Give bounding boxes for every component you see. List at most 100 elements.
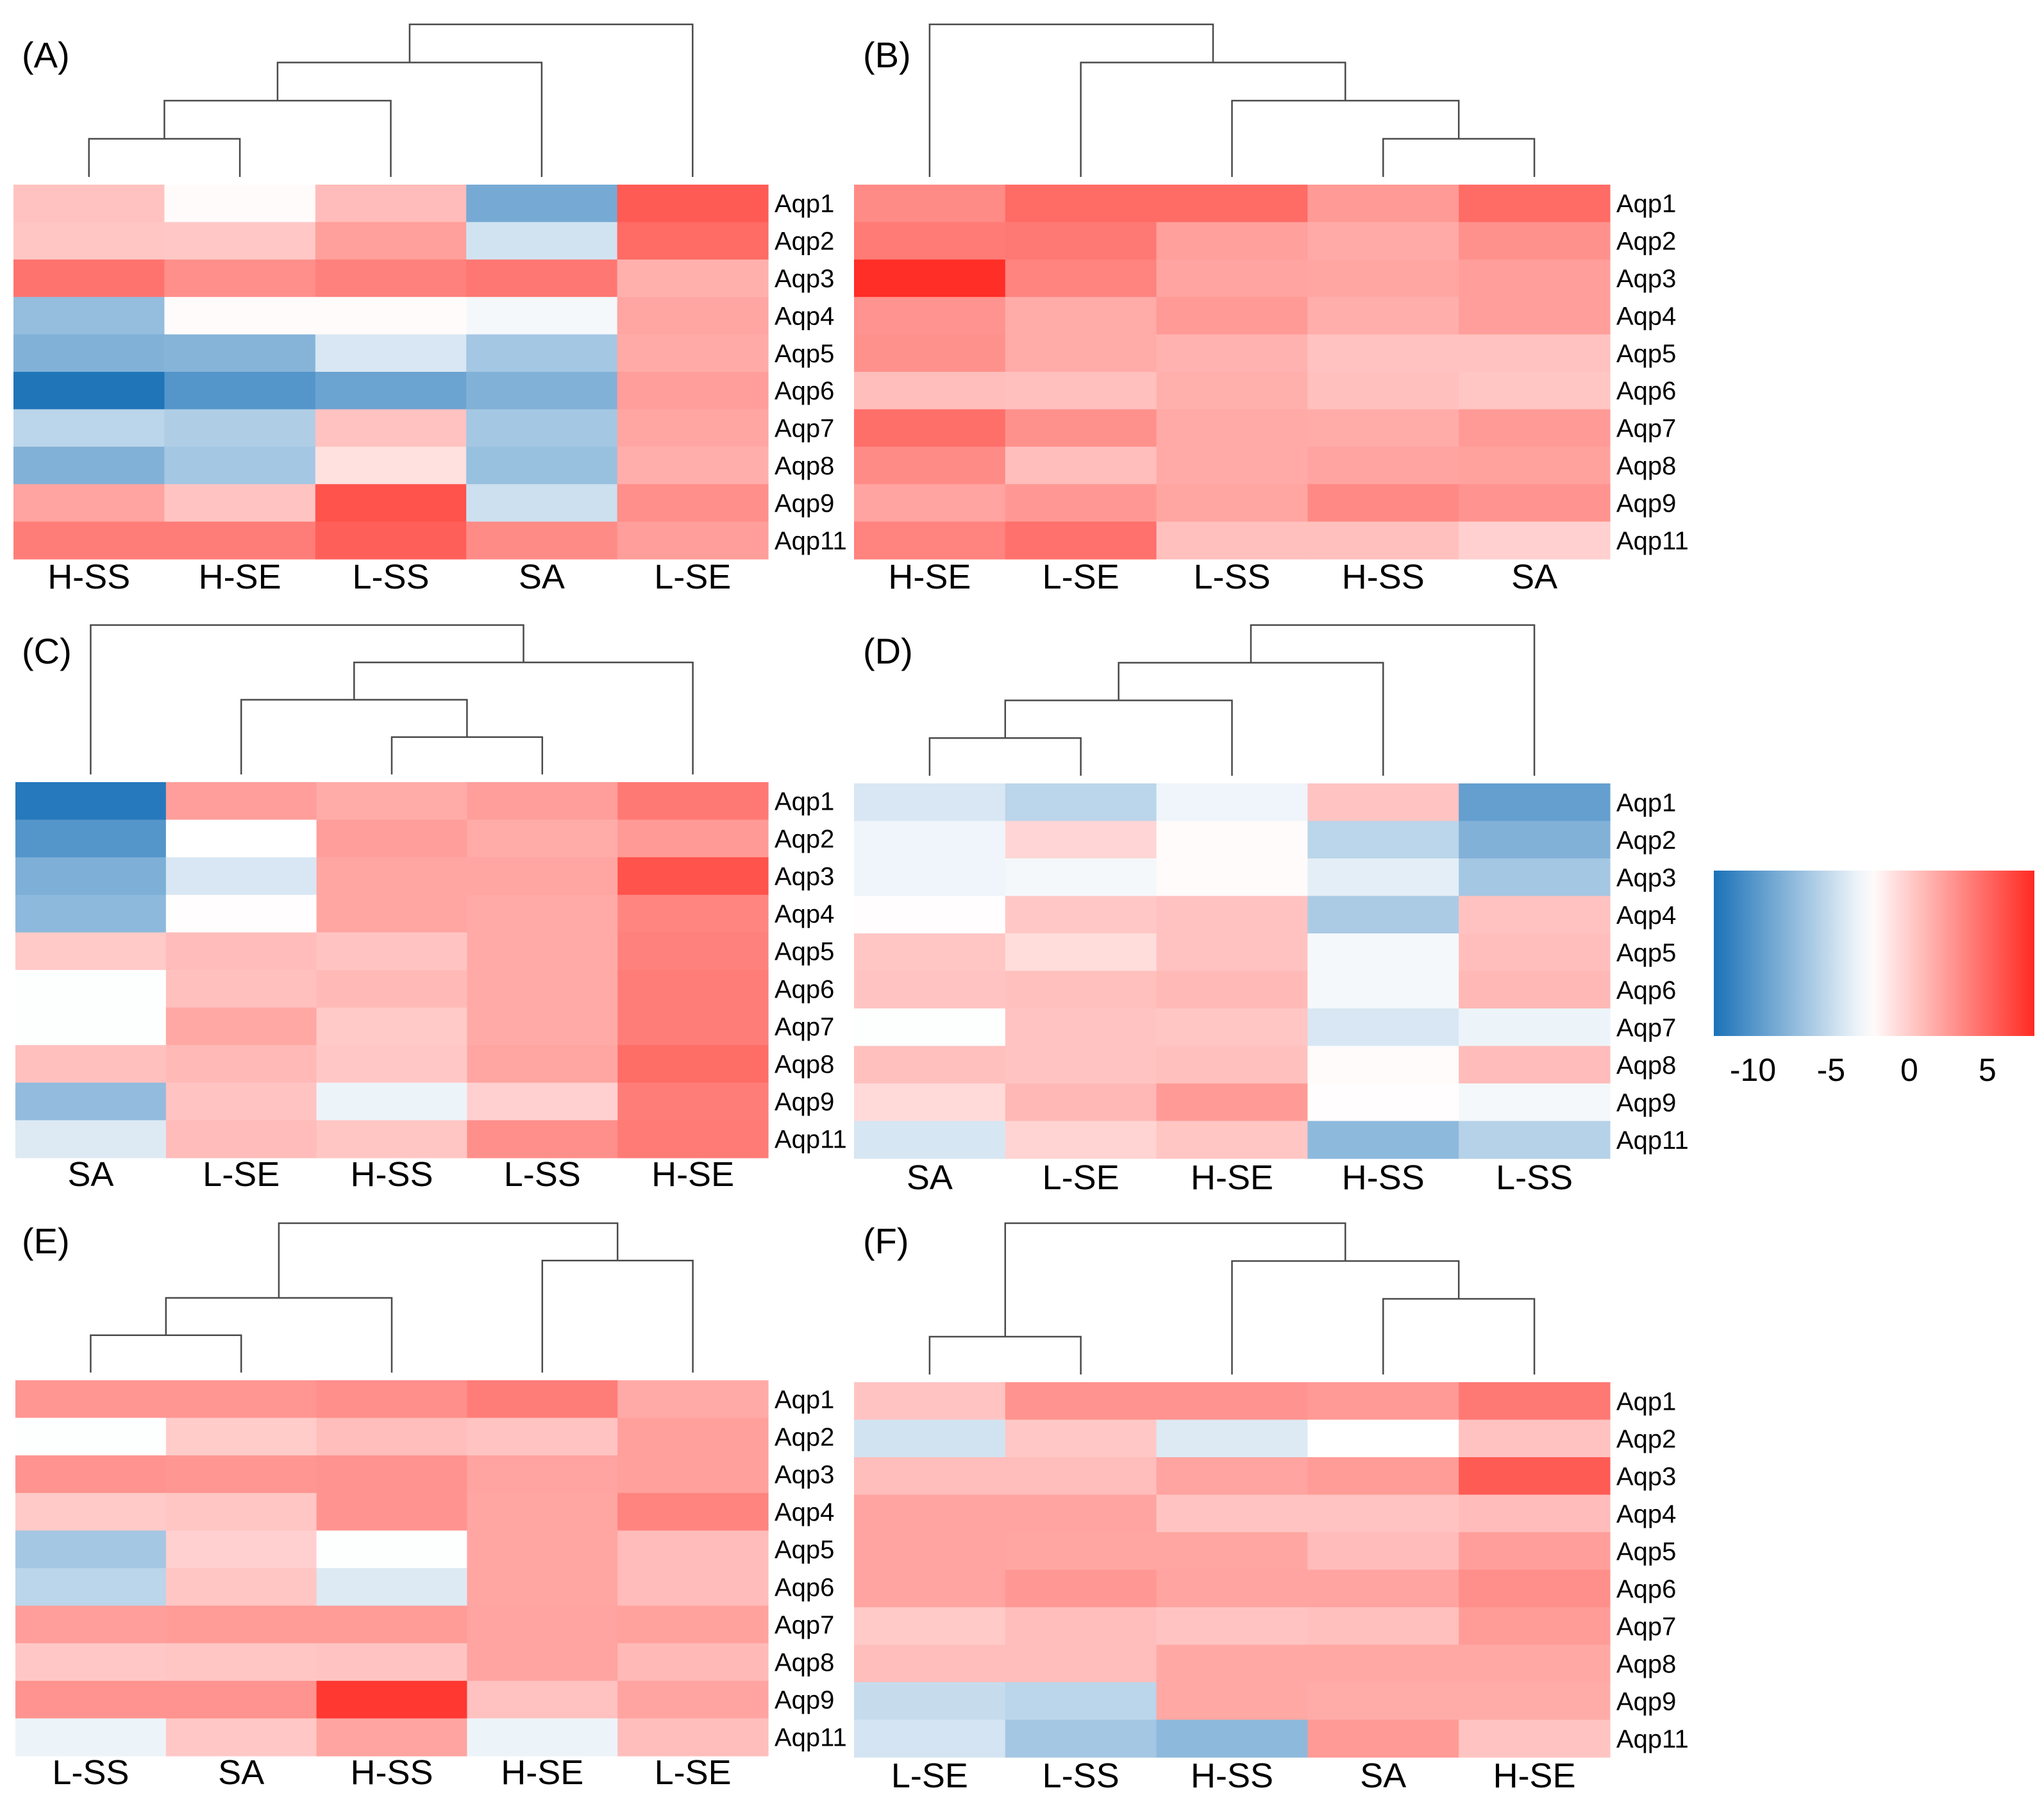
heatmap-cell bbox=[617, 521, 769, 560]
row-label: Aqp9 bbox=[1616, 1687, 1676, 1716]
heatmap-cell bbox=[316, 1082, 467, 1121]
panel-label: (B) bbox=[863, 35, 911, 75]
dendrogram-branch bbox=[1382, 1298, 1536, 1374]
heatmap-cell bbox=[854, 1719, 1006, 1758]
heatmap-cell bbox=[1156, 1121, 1308, 1159]
heatmap-cell bbox=[467, 1718, 618, 1757]
heatmap-cell bbox=[1156, 1008, 1308, 1047]
row-label: Aqp2 bbox=[1616, 1425, 1676, 1453]
heatmap-cell bbox=[854, 1382, 1006, 1421]
heatmap-cell bbox=[316, 1007, 467, 1046]
heatmap-cell bbox=[854, 409, 1006, 447]
heatmap-cell bbox=[617, 409, 769, 447]
heatmap-cell bbox=[1156, 484, 1308, 522]
row-label: Aqp4 bbox=[1616, 1500, 1676, 1528]
row-label: Aqp11 bbox=[775, 1724, 847, 1752]
row-label: Aqp7 bbox=[1616, 1014, 1676, 1042]
heatmap-cell bbox=[1307, 821, 1459, 859]
heatmap-cell bbox=[467, 1455, 618, 1494]
row-label: Aqp3 bbox=[775, 265, 834, 293]
heatmap-cell bbox=[854, 783, 1006, 822]
heatmap-cell bbox=[1005, 1682, 1157, 1721]
heatmap-cell bbox=[165, 1605, 317, 1644]
heatmap-cell bbox=[1005, 1569, 1157, 1608]
heatmap-cell bbox=[1005, 484, 1157, 522]
heatmap-cell bbox=[466, 222, 618, 260]
heatmap-cell bbox=[467, 970, 618, 1008]
heatmap-cell bbox=[1005, 1083, 1157, 1122]
panel-label: (F) bbox=[863, 1221, 909, 1261]
heatmap-cell bbox=[617, 1455, 769, 1494]
heatmap-cell bbox=[165, 1082, 317, 1121]
scale-tick-label: -10 bbox=[1730, 1052, 1776, 1088]
row-label: Aqp1 bbox=[775, 190, 834, 218]
row-label: Aqp9 bbox=[775, 489, 834, 517]
heatmap-cell bbox=[315, 521, 467, 560]
row-label: Aqp11 bbox=[1616, 1725, 1689, 1753]
heatmap-cell bbox=[165, 932, 317, 971]
row-label: Aqp2 bbox=[775, 825, 834, 853]
heatmap-cell bbox=[1459, 259, 1611, 297]
heatmap-cell bbox=[1459, 1644, 1611, 1683]
column-label: H-SS bbox=[350, 1753, 433, 1792]
column-label: L-SE bbox=[1043, 1158, 1119, 1197]
heatmap-cell bbox=[1005, 896, 1157, 934]
column-label: SA bbox=[1511, 558, 1557, 596]
row-label: Aqp3 bbox=[1616, 265, 1676, 293]
heatmap-cell bbox=[617, 1680, 769, 1719]
heatmap-cell bbox=[15, 1045, 167, 1083]
heatmap-cell bbox=[1156, 1457, 1308, 1496]
heatmap-cell bbox=[1156, 821, 1308, 859]
row-label: Aqp1 bbox=[1616, 190, 1676, 218]
row-label: Aqp6 bbox=[775, 377, 834, 405]
heatmap-cell bbox=[1459, 409, 1611, 447]
column-label: H-SE bbox=[1493, 1757, 1576, 1795]
column-label: H-SE bbox=[501, 1753, 583, 1792]
heatmap-cell bbox=[466, 297, 618, 335]
heatmap-cell bbox=[854, 821, 1006, 859]
heatmap-cell bbox=[165, 1530, 317, 1569]
row-label: Aqp9 bbox=[1616, 489, 1676, 517]
heatmap-cell bbox=[164, 297, 316, 335]
heatmap-cell bbox=[1156, 446, 1308, 485]
heatmap-cell bbox=[165, 970, 317, 1008]
row-label: Aqp2 bbox=[1616, 826, 1676, 855]
heatmap-cell bbox=[467, 1492, 618, 1531]
row-label: Aqp3 bbox=[1616, 864, 1676, 892]
heatmap-cell bbox=[1005, 971, 1157, 1009]
heatmap-cell bbox=[617, 970, 769, 1008]
heatmap-cell bbox=[1307, 446, 1459, 485]
heatmap-cell bbox=[165, 1643, 317, 1682]
heatmap-cell bbox=[315, 484, 467, 522]
heatmap-cell bbox=[854, 1494, 1006, 1533]
heatmap-cell bbox=[617, 1492, 769, 1531]
row-label: Aqp2 bbox=[1616, 228, 1676, 256]
heatmap-cell bbox=[1005, 1494, 1157, 1533]
heatmap-cell bbox=[1307, 1719, 1459, 1758]
heatmap-cell bbox=[1156, 372, 1308, 410]
heatmap-cell bbox=[854, 933, 1006, 972]
heatmap-cell bbox=[1005, 409, 1157, 447]
column-label: H-SS bbox=[350, 1155, 433, 1194]
column-label: L-SE bbox=[655, 1753, 732, 1792]
heatmap-cell bbox=[13, 297, 165, 335]
heatmap-cell bbox=[1459, 334, 1611, 372]
heatmap-cell bbox=[1307, 1569, 1459, 1608]
row-label: Aqp9 bbox=[775, 1686, 834, 1714]
heatmap-cell bbox=[165, 819, 317, 858]
heatmap-cell bbox=[165, 1455, 317, 1494]
heatmap-cell bbox=[854, 259, 1006, 297]
heatmap-cell bbox=[1307, 1121, 1459, 1159]
row-label: Aqp5 bbox=[1616, 340, 1676, 368]
heatmap-cell bbox=[467, 1045, 618, 1083]
heatmap-cell bbox=[617, 222, 769, 260]
heatmap-cell bbox=[467, 932, 618, 971]
heatmap-cell bbox=[1005, 446, 1157, 485]
heatmap-cell bbox=[1459, 1719, 1611, 1758]
heatmap-cell bbox=[1307, 372, 1459, 410]
heatmap-cell bbox=[164, 185, 316, 222]
heatmap-cell bbox=[1307, 334, 1459, 372]
heatmap-cell bbox=[1307, 1046, 1459, 1084]
dendrogram-branch bbox=[90, 624, 524, 774]
